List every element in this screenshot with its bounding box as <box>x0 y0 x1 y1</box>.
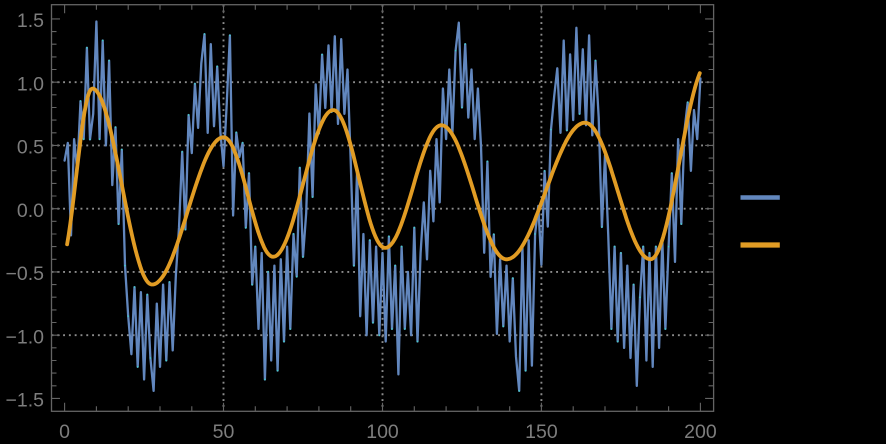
svg-text:50: 50 <box>213 421 235 443</box>
svg-text:150: 150 <box>525 421 558 443</box>
svg-text:−1.5: −1.5 <box>6 390 45 412</box>
svg-text:0.0: 0.0 <box>17 200 44 222</box>
svg-text:200: 200 <box>684 421 717 443</box>
svg-text:0.5: 0.5 <box>17 137 44 159</box>
svg-text:1.0: 1.0 <box>17 73 44 95</box>
svg-text:1.5: 1.5 <box>17 10 44 32</box>
svg-text:−0.5: −0.5 <box>6 263 45 285</box>
svg-text:−1.0: −1.0 <box>6 326 45 348</box>
svg-text:100: 100 <box>366 421 399 443</box>
svg-text:0: 0 <box>59 421 70 443</box>
